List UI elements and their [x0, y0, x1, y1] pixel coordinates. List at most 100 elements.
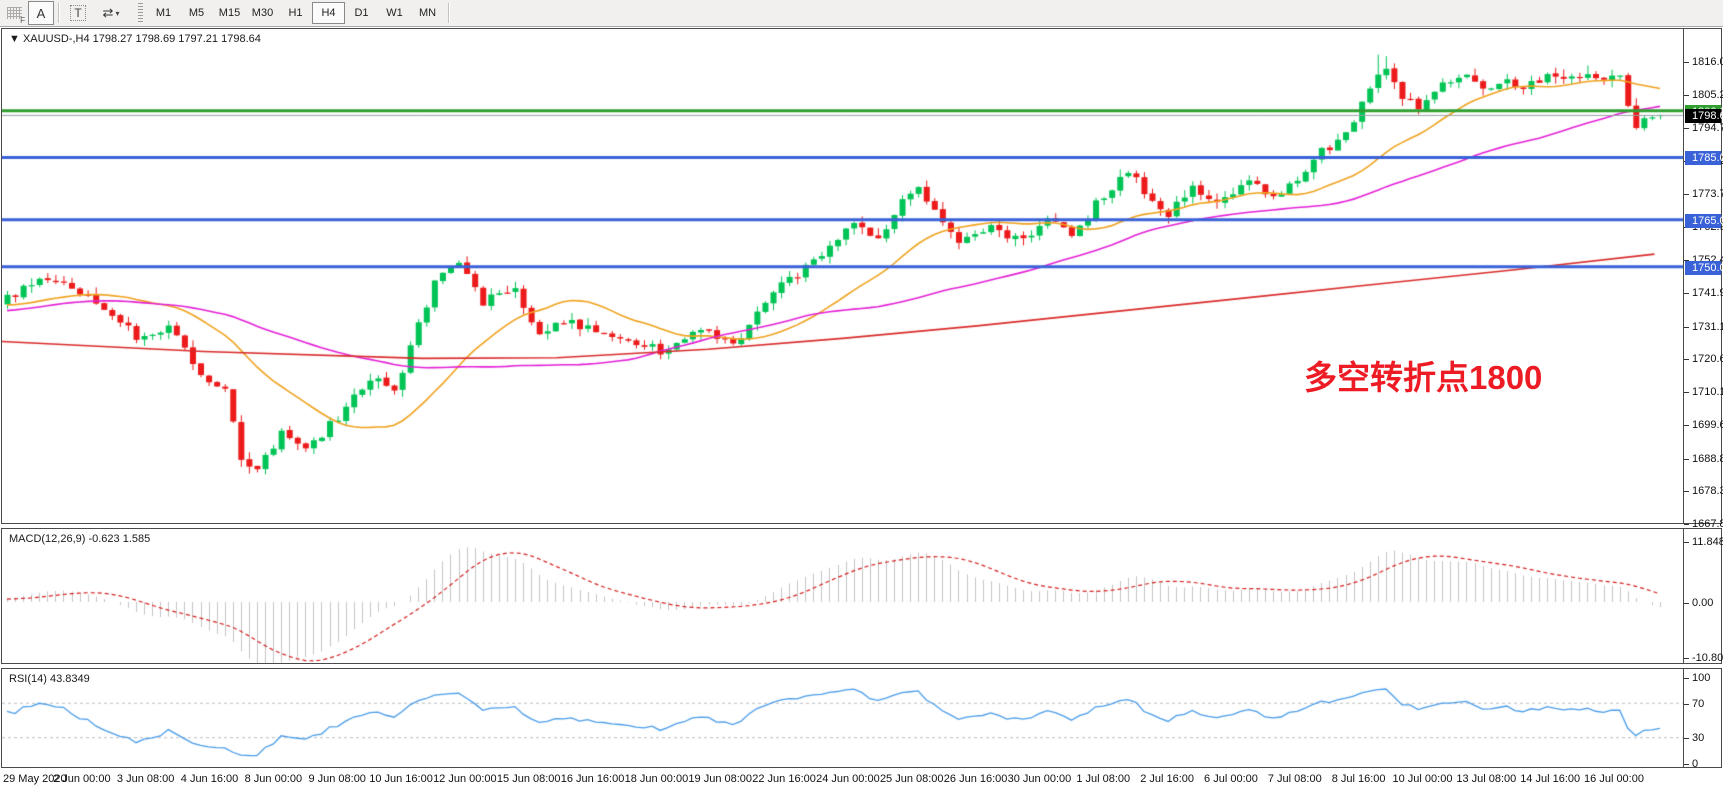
rsi-axis-divider — [1683, 669, 1684, 767]
price-tick-label: 1688.80 — [1692, 452, 1723, 465]
text-tool-icon[interactable]: T — [66, 2, 90, 24]
time-axis-label: 10 Jun 16:00 — [369, 773, 433, 785]
price-chart-panel: ▼ XAUUSD-,H4 1798.27 1798.69 1797.21 179… — [1, 28, 1723, 530]
price-tick-label: 1678.30 — [1692, 485, 1723, 498]
time-axis-label: 12 Jun 00:00 — [433, 773, 497, 785]
price-level-badge: 1798.64 — [1685, 108, 1723, 123]
price-tick-label: 1741.90 — [1692, 286, 1723, 299]
price-level-badge: 1785.00 — [1685, 151, 1723, 166]
timeframe-button-mn[interactable]: MN — [418, 7, 437, 19]
arrows-tool-icon[interactable]: ⇄ ▾ — [102, 5, 120, 20]
price-tick-mark — [1684, 227, 1689, 229]
timeframe-button-m1[interactable]: M1 — [155, 7, 172, 19]
rsi-label: RSI(14) 43.8349 — [9, 673, 90, 685]
timeframe-button-w1[interactable]: W1 — [386, 7, 403, 19]
time-axis-label: 8 Jun 00:00 — [244, 773, 303, 785]
time-axis-label: 16 Jul 00:00 — [1584, 773, 1644, 785]
timeframe-button-m15[interactable]: M15 — [218, 7, 241, 19]
price-tick-mark — [1684, 392, 1689, 394]
time-axis-label: 10 Jul 00:00 — [1392, 773, 1453, 785]
text-label-tool-icon[interactable]: A — [28, 1, 54, 25]
price-tick-mark — [1684, 424, 1689, 426]
collapse-marker-icon[interactable]: ▼ — [9, 33, 20, 45]
time-axis-label: 18 Jun 00:00 — [624, 773, 689, 785]
time-axis-label: 29 May 2020 — [3, 773, 67, 785]
price-level-badge: 1765.00 — [1685, 213, 1723, 228]
timeframe-button-m5[interactable]: M5 — [188, 7, 205, 19]
price-tick-label: 1720.60 — [1692, 353, 1723, 366]
macd-label: MACD(12,26,9) -0.623 1.585 — [9, 533, 151, 545]
time-axis-label: 14 Jul 16:00 — [1520, 773, 1581, 785]
time-axis-label: 4 Jun 16:00 — [180, 773, 239, 785]
macd-tick-label: 11.848 — [1692, 536, 1723, 549]
time-axis-label: 22 Jun 16:00 — [752, 773, 816, 785]
timeframe-button-h4[interactable]: H4 — [312, 2, 345, 24]
price-tick-label: 1699.60 — [1692, 418, 1723, 431]
price-tick-mark — [1684, 193, 1689, 195]
timeframe-button-h1[interactable]: H1 — [288, 7, 303, 19]
macd-tick-label: -10.808 — [1692, 652, 1723, 665]
rsi-tick-mark — [1684, 678, 1689, 679]
time-axis-label: 7 Jul 08:00 — [1267, 773, 1322, 785]
price-tick-mark — [1684, 524, 1689, 525]
price-tick-mark — [1684, 128, 1689, 130]
time-axis-label: 13 Jul 08:00 — [1456, 773, 1517, 785]
time-axis-label: 1 Jul 08:00 — [1076, 773, 1131, 785]
chevron-down-icon[interactable]: ▾ — [115, 8, 120, 18]
price-level-badge: 1750.00 — [1685, 260, 1723, 275]
time-axis-label: 19 Jun 08:00 — [688, 773, 753, 785]
time-axis-label: 2 Jun 00:00 — [53, 773, 111, 785]
macd-tick-mark — [1684, 658, 1689, 660]
rsi-tick-mark — [1684, 703, 1689, 705]
price-tick-label: 1773.70 — [1692, 187, 1723, 200]
rsi-tick-mark — [1684, 738, 1689, 740]
macd-canvas[interactable] — [2, 529, 1683, 663]
timeframe-button-m30[interactable]: M30 — [251, 7, 274, 19]
chart-ohlc-quotes: 1798.27 1798.69 1797.21 1798.64 — [92, 33, 261, 45]
time-axis-label: 2 Jul 16:00 — [1140, 773, 1195, 785]
price-tick-label: 1805.20 — [1692, 89, 1723, 102]
time-axis-label: 8 Jul 16:00 — [1331, 773, 1386, 785]
rsi-canvas[interactable] — [2, 669, 1683, 767]
price-tick-mark — [1684, 359, 1689, 361]
macd-axis-divider — [1683, 529, 1684, 663]
toolbar: F A T ⇄ ▾ M1 M5 M15 M30 H1 H4 D1 W1 MN — [0, 0, 1723, 27]
rsi-tick-label: 70 — [1692, 697, 1705, 710]
price-tick-mark — [1684, 458, 1689, 460]
price-tick-label: 1710.10 — [1692, 386, 1723, 399]
price-tick-mark — [1684, 95, 1689, 97]
price-chart-canvas[interactable] — [2, 29, 1683, 523]
price-tick-label: 1731.10 — [1692, 320, 1723, 333]
macd-tick-mark — [1684, 603, 1689, 604]
time-axis-label: 6 Jul 00:00 — [1204, 773, 1258, 785]
toolbar-separator — [58, 3, 60, 23]
grid-f-icon[interactable]: F — [2, 2, 26, 25]
time-axis[interactable]: 29 May 2020 2 Jun 00:00 3 Jun 08:00 4 Jun 1… — [1, 768, 1722, 792]
time-axis-label: 3 Jun 08:00 — [116, 773, 175, 785]
time-axis-label: 30 Jun 00:00 — [1007, 773, 1072, 785]
price-tick-mark — [1684, 292, 1689, 294]
timeframe-button-d1[interactable]: D1 — [354, 7, 369, 19]
rsi-tick-mark — [1684, 764, 1689, 765]
price-tick-mark — [1684, 326, 1689, 328]
time-axis-label: 15 Jun 08:00 — [496, 773, 561, 785]
time-axis-label: 26 Jun 16:00 — [943, 773, 1008, 785]
macd-tick-label: 0.00 — [1692, 597, 1714, 609]
toolbar-drag-handle[interactable] — [138, 3, 143, 23]
timeframe-toolbar: M1 M5 M15 M30 H1 H4 D1 W1 MN — [147, 2, 444, 24]
chart-symbol: XAUUSD-,H4 — [22, 33, 90, 45]
toolbar-separator — [448, 3, 450, 23]
rsi-panel: RSI(14) 43.8349 100 70 30 0 — [1, 668, 1722, 770]
chart-annotation-text: 多空转折点1800 — [1304, 359, 1543, 396]
rsi-tick-label: 100 — [1692, 672, 1711, 684]
time-axis-label: 25 Jun 08:00 — [879, 773, 944, 785]
macd-panel: MACD(12,26,9) -0.623 1.585 11.848 0.00 -10… — [1, 528, 1723, 665]
chart-title: ▼ XAUUSD-,H4 1798.27 1798.69 1797.21 179… — [9, 33, 261, 45]
price-tick-label: 1667.80 — [1692, 518, 1723, 530]
rsi-tick-label: 0 — [1692, 758, 1699, 770]
price-tick-label: 1816.00 — [1692, 55, 1723, 68]
time-axis-label: 24 Jun 00:00 — [816, 773, 880, 785]
price-tick-label: 1794.70 — [1692, 122, 1723, 135]
price-tick-mark — [1684, 491, 1689, 493]
